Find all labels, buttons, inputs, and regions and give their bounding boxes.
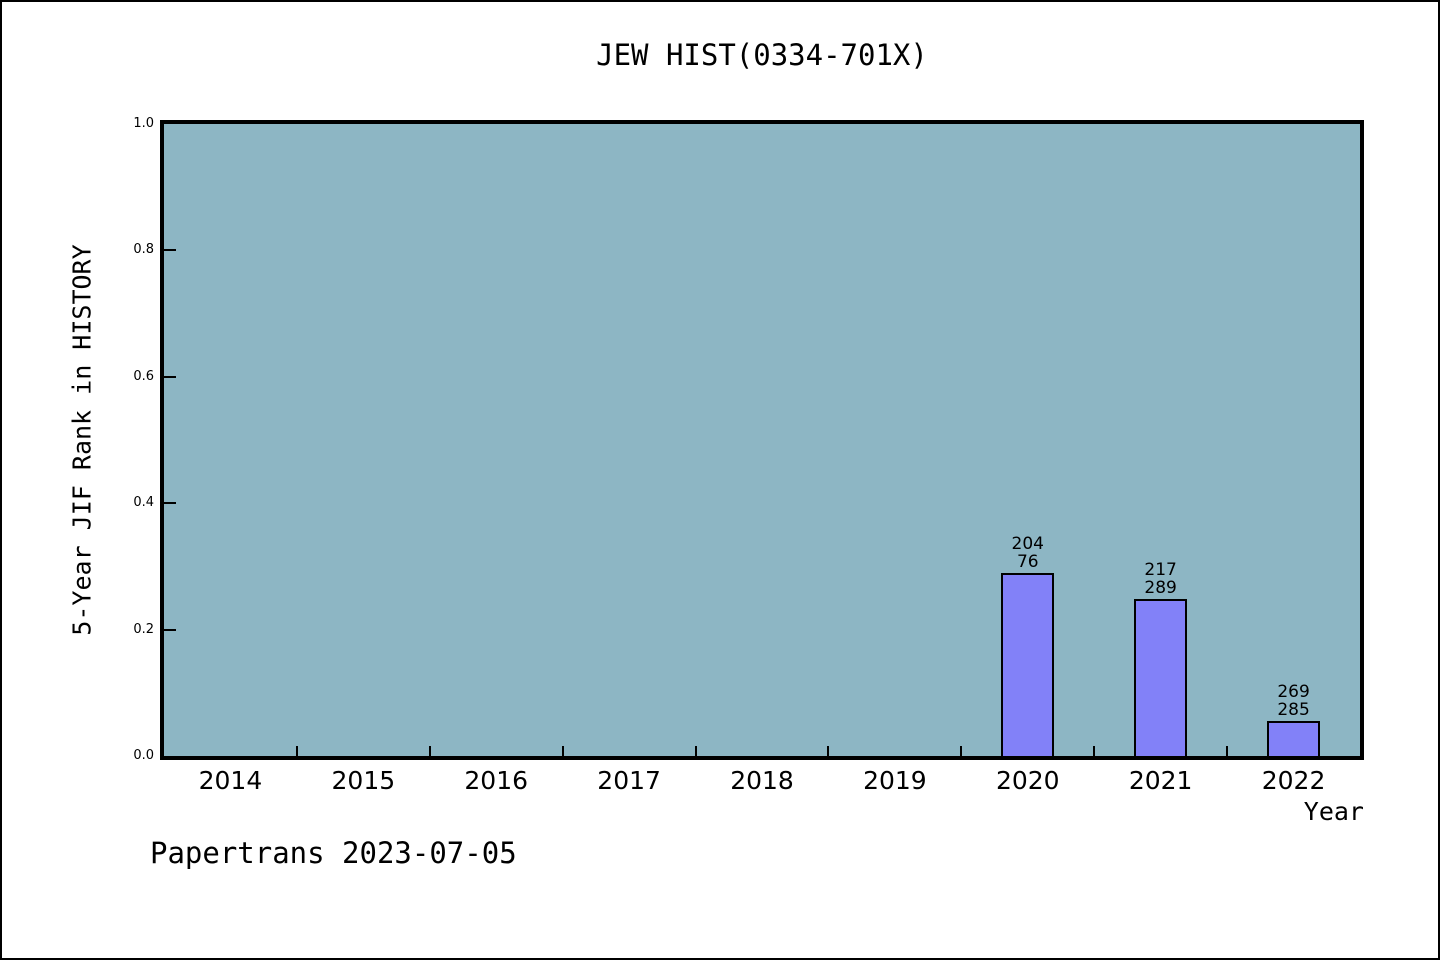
bar-value-line: 204 <box>1011 534 1044 554</box>
x-tick-label: 2021 <box>1128 766 1193 795</box>
y-tick-label: 0.0 <box>133 748 154 763</box>
bar-value-label: 204 76 <box>1012 535 1044 571</box>
bar-value-line: 289 <box>1144 578 1177 598</box>
x-tick-label: 2020 <box>995 766 1060 795</box>
bar-2020 <box>1001 573 1055 756</box>
x-tick-label: 2016 <box>464 766 529 795</box>
y-tick-label: 0.2 <box>133 621 154 637</box>
chart-title: JEW HIST(0334-701X) <box>596 38 928 72</box>
y-axis-label: 5-Year JIF Rank in HISTORY <box>67 244 97 636</box>
y-tick-mark <box>164 502 176 505</box>
bar-value-line: 76 <box>1016 552 1039 572</box>
bar-value-line: 285 <box>1277 700 1310 720</box>
y-tick-label: 0.4 <box>133 495 154 511</box>
bar-value-label: 269 285 <box>1277 683 1309 719</box>
footer-text: Papertrans 2023-07-05 <box>150 836 517 870</box>
x-tick-mark <box>827 746 830 756</box>
x-tick-mark <box>561 746 564 756</box>
y-tick-mark <box>164 628 176 631</box>
x-tick-label: 2015 <box>331 766 396 795</box>
bar-2021 <box>1134 599 1188 756</box>
bar-value-line: 217 <box>1144 560 1177 580</box>
x-tick-mark <box>295 746 298 756</box>
x-tick-mark <box>428 746 431 756</box>
bar-2022 <box>1267 721 1321 756</box>
x-tick-label: 2017 <box>597 766 661 795</box>
x-tick-mark <box>1093 746 1096 756</box>
x-tick-label: 2014 <box>198 766 263 795</box>
y-tick-label: 0.8 <box>133 242 154 258</box>
bar-value-label: 217 289 <box>1144 561 1176 597</box>
x-tick-mark <box>694 746 697 756</box>
y-tick-label: 0.6 <box>133 368 154 384</box>
y-tick-mark <box>164 249 176 252</box>
x-tick-label: 2022 <box>1261 766 1326 795</box>
x-tick-label: 2018 <box>730 766 794 795</box>
y-tick-label: 1.0 <box>133 116 154 131</box>
x-tick-mark <box>1226 746 1229 756</box>
x-axis-label: Year <box>1303 797 1364 826</box>
x-tick-label: 2019 <box>863 766 927 795</box>
y-tick-mark <box>164 375 176 378</box>
bar-value-line: 269 <box>1277 682 1310 702</box>
x-tick-mark <box>960 746 963 756</box>
